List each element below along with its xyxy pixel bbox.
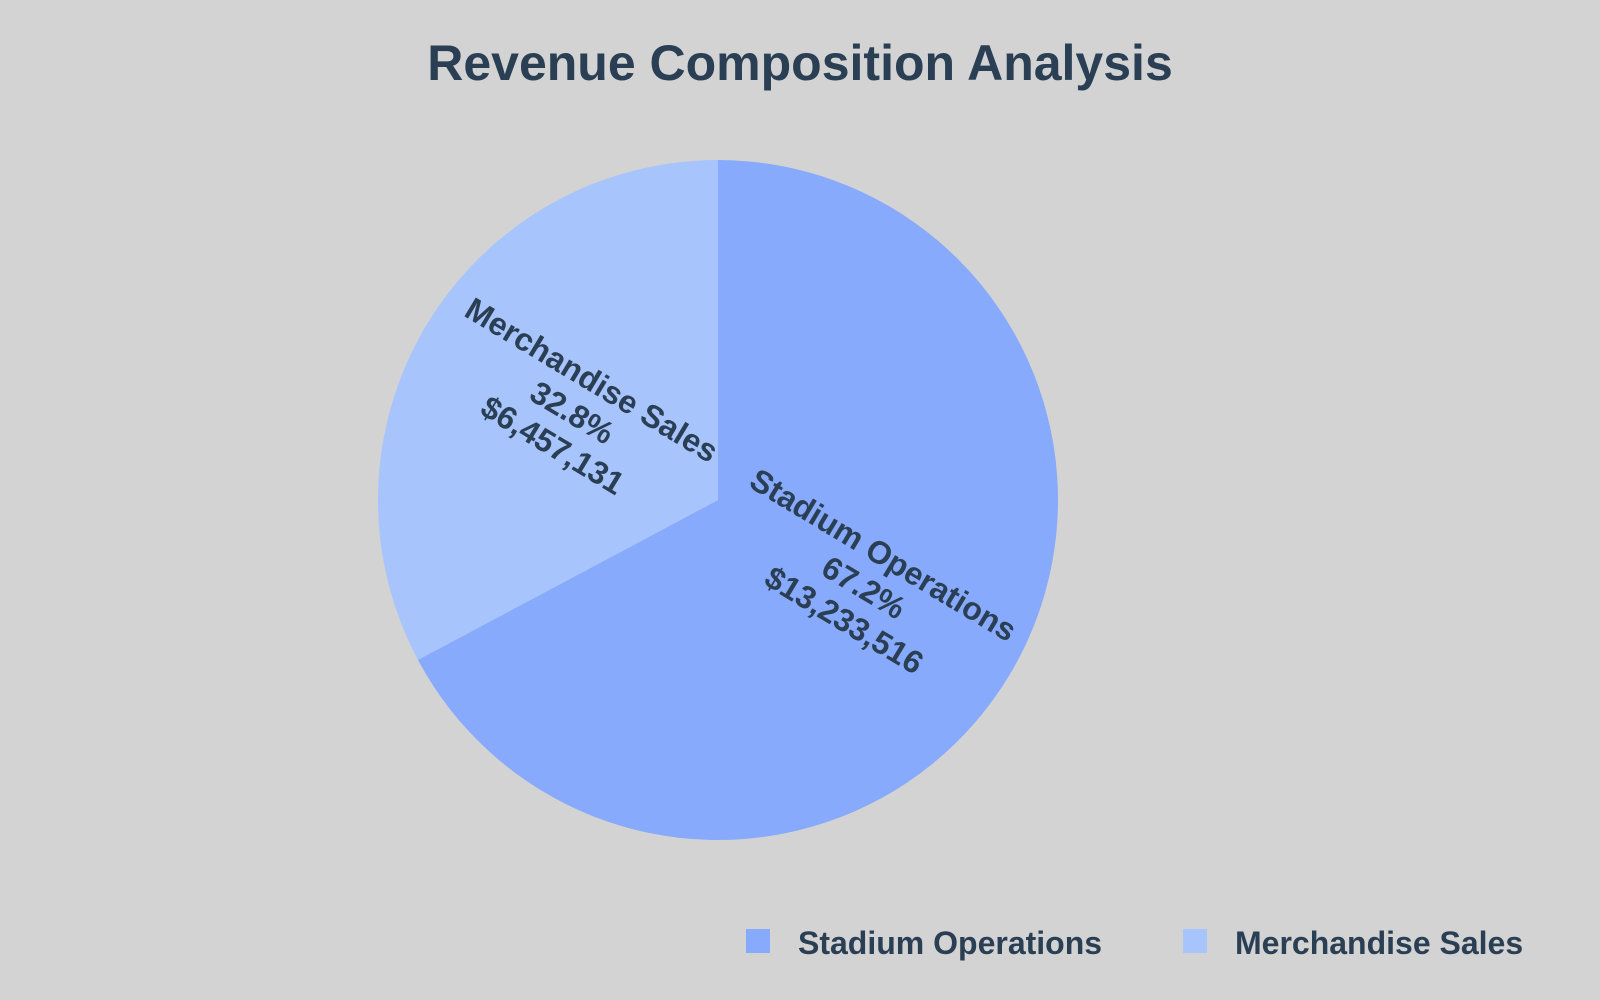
legend: Stadium Operations Merchandise Sales — [746, 925, 1523, 961]
chart-title: Revenue Composition Analysis — [427, 35, 1173, 91]
pie-slice-merchandise-sales — [378, 160, 718, 660]
legend-swatch-merchandise-sales — [1183, 929, 1207, 953]
legend-swatch-stadium-operations — [746, 929, 770, 953]
legend-label-merchandise-sales: Merchandise Sales — [1235, 925, 1523, 961]
pie-slice-stadium-operations — [417, 160, 1058, 840]
pie-slices — [378, 160, 1058, 840]
legend-label-stadium-operations: Stadium Operations — [798, 925, 1102, 961]
